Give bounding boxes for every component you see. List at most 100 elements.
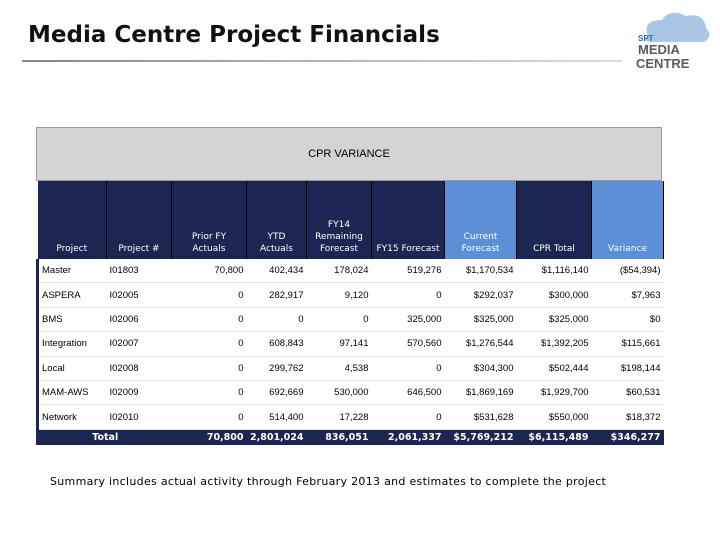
cell: 0 (371, 404, 445, 430)
cell: $550,000 (516, 404, 592, 430)
header-row: Project Project # Prior FY Actuals YTD Actu… (37, 181, 664, 259)
data-row: BMS I02006 0 0 0 325,000 $325,000 $325,000 $0 (36, 307, 664, 333)
cell: 299,762 (246, 356, 307, 381)
cell: 0 (306, 307, 372, 333)
cell: $115,661 (591, 331, 664, 357)
cell: 17,228 (306, 404, 372, 430)
total-cell: 70,800 (171, 429, 247, 445)
cell: 0 (171, 380, 247, 406)
cell: $60,531 (591, 380, 664, 406)
cell: 9,120 (306, 282, 372, 308)
cell: $300,000 (516, 282, 592, 308)
logo: SPT MEDIA CENTRE (636, 12, 710, 71)
column-header: Prior FY Actuals (171, 181, 247, 259)
data-row: Integration I02007 0 608,843 97,141 570,560 $1… (36, 331, 664, 357)
cell: $1,276,544 (444, 331, 517, 357)
cell: 0 (171, 282, 247, 308)
logo-line2: CENTRE (636, 56, 690, 71)
cell: I02006 (106, 307, 172, 333)
title-rule (22, 60, 622, 62)
cell: $7,963 (591, 282, 664, 308)
footer-note: Summary includes actual activity through… (50, 475, 607, 488)
cell: 0 (171, 331, 247, 357)
cell: 325,000 (371, 307, 445, 333)
cell: $531,628 (444, 404, 517, 430)
cell: 608,843 (246, 331, 307, 357)
cell: ($54,394) (591, 259, 664, 284)
total-row: Total 70,800 2,801,024 836,051 2,061,337 $5,7… (36, 429, 664, 445)
cell: 0 (246, 307, 307, 333)
column-header: YTD Actuals (246, 181, 307, 259)
cell: 514,400 (246, 404, 307, 430)
total-cell: 836,051 (306, 429, 372, 445)
cell: 0 (171, 404, 247, 430)
table-body: Master I01803 70,800 402,434 178,024 519,276 $… (36, 259, 664, 445)
cell: 0 (371, 356, 445, 381)
column-header: Project # (106, 181, 172, 259)
total-cell: 2,801,024 (246, 429, 307, 445)
cell: I02005 (106, 282, 172, 308)
column-header: FY15 Forecast (371, 181, 445, 259)
cell: BMS (36, 307, 107, 333)
cell: 692,669 (246, 380, 307, 406)
cell: $1,170,534 (444, 259, 517, 284)
cell: Network (36, 404, 107, 430)
cell: 402,434 (246, 259, 307, 284)
cell: I02008 (106, 356, 172, 381)
cell: 519,276 (371, 259, 445, 284)
data-row: ASPERA I02005 0 282,917 9,120 0 $292,037 $300,0… (36, 282, 664, 308)
cell: 646,500 (371, 380, 445, 406)
cell: I01803 (106, 259, 172, 284)
total-cell: 2,061,337 (371, 429, 445, 445)
cell: 178,024 (306, 259, 372, 284)
cell: 0 (171, 356, 247, 381)
data-row: Local I02008 0 299,762 4,538 0 $304,300 $502,44… (36, 356, 664, 381)
cell: $1,392,205 (516, 331, 592, 357)
cell: $1,116,140 (516, 259, 592, 284)
cell: Master (36, 259, 107, 284)
cell: $1,929,700 (516, 380, 592, 406)
cell: $502,444 (516, 356, 592, 381)
logo-cloud (644, 12, 710, 42)
total-cell: Total (36, 429, 172, 445)
cell: I02010 (106, 404, 172, 430)
cell: 70,800 (171, 259, 247, 284)
total-cell: $5,769,212 (444, 429, 517, 445)
cell: 0 (171, 307, 247, 333)
column-header: Variance (591, 181, 664, 259)
cell: Local (36, 356, 107, 381)
cell: I02009 (106, 380, 172, 406)
cell: 282,917 (246, 282, 307, 308)
cell: $18,372 (591, 404, 664, 430)
total-cell: $346,277 (591, 429, 664, 445)
column-header: CPR Total (516, 181, 592, 259)
column-header: Current Forecast (444, 181, 517, 259)
column-header: FY14 Remaining Forecast (306, 181, 372, 259)
cell: 570,560 (371, 331, 445, 357)
logo-brand: SPT (638, 34, 654, 43)
cell: $292,037 (444, 282, 517, 308)
cell: 530,000 (306, 380, 372, 406)
cell: $304,300 (444, 356, 517, 381)
title: Media Centre Project Financials (28, 22, 440, 48)
cell: MAM-AWS (36, 380, 107, 406)
cell: $198,144 (591, 356, 664, 381)
cell: $0 (591, 307, 664, 333)
data-row: MAM-AWS I02009 0 692,669 530,000 646,500 $1,86… (36, 380, 664, 406)
cell: ASPERA (36, 282, 107, 308)
data-row: Master I01803 70,800 402,434 178,024 519,276 $… (36, 259, 664, 284)
total-cell: $6,115,489 (516, 429, 592, 445)
data-row: Network I02010 0 514,400 17,228 0 $531,628 $550… (36, 404, 664, 430)
cell: $325,000 (444, 307, 517, 333)
cell: $1,869,169 (444, 380, 517, 406)
cell: 0 (371, 282, 445, 308)
cell: 4,538 (306, 356, 372, 381)
logo-line1: MEDIA (638, 42, 681, 57)
cell: 97,141 (306, 331, 372, 357)
table-head: Project Project # Prior FY Actuals YTD Actu… (37, 181, 664, 259)
cell: $325,000 (516, 307, 592, 333)
table-banner: CPR VARIANCE (36, 127, 662, 181)
column-header: Project (37, 181, 107, 259)
cell: I02007 (106, 331, 172, 357)
